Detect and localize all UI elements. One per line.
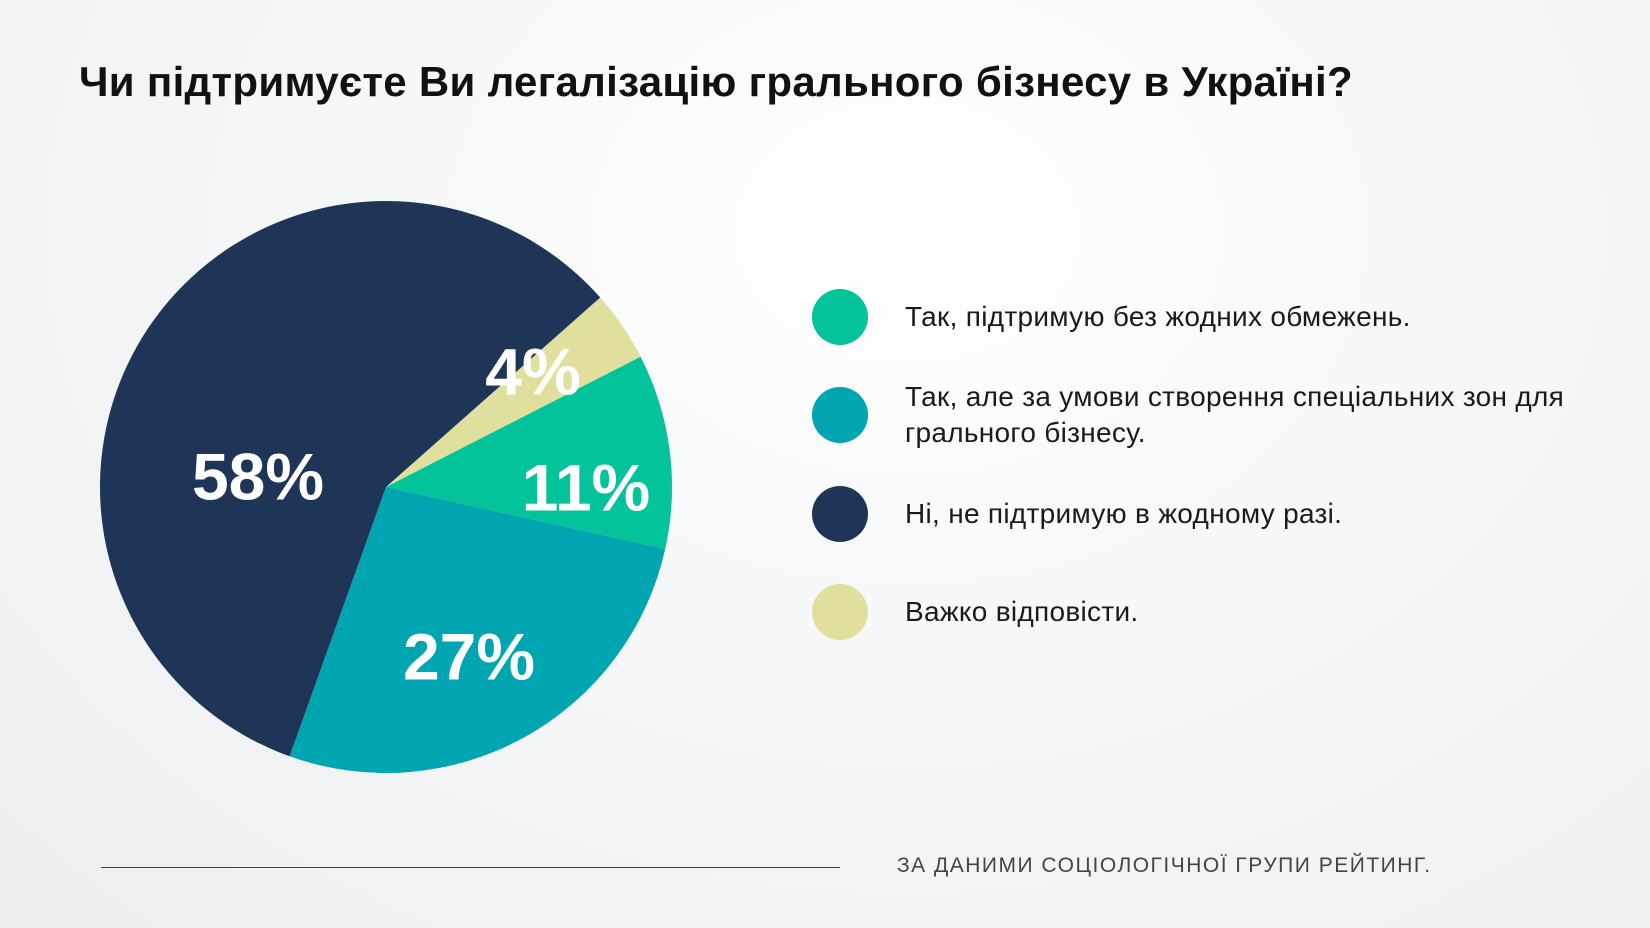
slice-value-label: 27% xyxy=(403,619,535,693)
legend-label: Так, підтримую без жодних обмежень. xyxy=(905,301,1411,332)
pie-chart: 4% 11% 27% 58% xyxy=(99,200,672,773)
legend-label: Важко відповісти. xyxy=(905,596,1139,627)
legend-item: Так, але за умови створення спеціальних … xyxy=(812,379,1572,451)
legend-swatch xyxy=(812,289,868,345)
legend-swatch xyxy=(812,584,868,640)
slice-value-label: 4% xyxy=(485,334,580,408)
legend-item: Ні, не підтримую в жодному разі. xyxy=(812,486,1342,542)
legend-item: Так, підтримую без жодних обмежень. xyxy=(812,289,1411,345)
source-note: ЗА ДАНИМИ СОЦІОЛОГІЧНОЇ ГРУПИ РЕЙТИНГ. xyxy=(897,854,1432,877)
footer-divider xyxy=(101,867,840,868)
pie-slice xyxy=(386,297,641,487)
legend-item: Важко відповісти. xyxy=(812,584,1139,640)
legend-label: Так, але за умови створення спеціальних … xyxy=(905,381,1565,448)
legend-swatch xyxy=(812,387,868,443)
slice-value-label: 58% xyxy=(192,439,324,513)
pie-slice xyxy=(99,200,601,757)
slice-value-label: 11% xyxy=(522,450,650,524)
pie-slice xyxy=(386,356,672,549)
chart-title: Чи підтримуєте Ви легалізацію грального … xyxy=(79,58,1353,105)
pie-slice xyxy=(289,487,666,773)
legend-swatch xyxy=(812,486,868,542)
legend-label: Ні, не підтримую в жодному разі. xyxy=(905,498,1343,529)
